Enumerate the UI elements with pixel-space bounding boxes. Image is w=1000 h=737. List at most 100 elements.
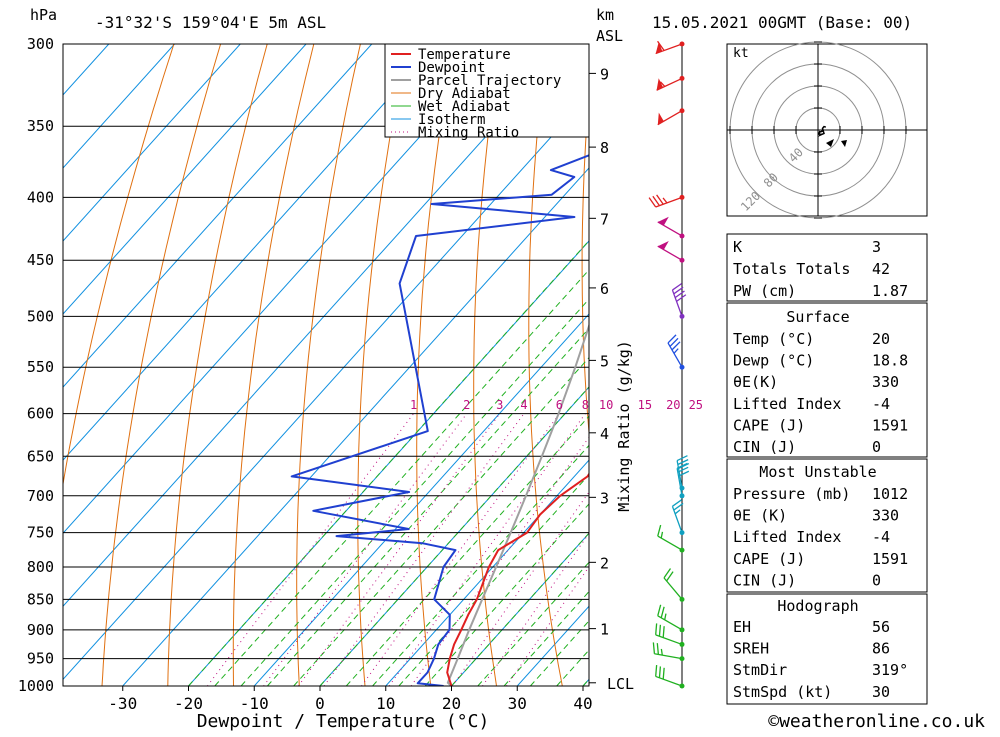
km-tick-label: LCL: [607, 675, 634, 693]
pressure-tick-label: 500: [27, 307, 54, 325]
wind-profile: [649, 41, 689, 688]
mixing-ratio-line: [264, 414, 467, 686]
wind-barb-flag: [661, 607, 664, 618]
wind-barb: [656, 41, 685, 53]
wind-barb-staff: [658, 246, 682, 260]
pressure-axis: 3003504004505005506006507007508008509009…: [18, 35, 54, 695]
temperature-tick-label: 40: [573, 694, 592, 713]
index-value: 1591: [872, 550, 908, 568]
pressure-tick-label: 350: [27, 117, 54, 135]
wind-barb-flag: [659, 666, 660, 677]
km-unit-label: km: [596, 6, 614, 24]
index-value: 42: [872, 260, 890, 278]
pressure-tick-label: 1000: [18, 677, 54, 695]
wind-barb-staff: [658, 536, 682, 550]
location-title: -31°32'S 159°04'E 5m ASL: [95, 13, 326, 32]
index-value: 3: [872, 238, 881, 256]
index-section-title: Surface: [786, 308, 849, 326]
wind-barb: [657, 76, 685, 90]
wind-barb: [658, 108, 685, 125]
index-label: EH: [733, 618, 751, 636]
mixing-ratio-label: 15: [638, 398, 652, 412]
index-label: StmDir: [733, 661, 787, 679]
mixing-ratio-label: 2: [463, 398, 470, 412]
mixing-ratio-line: [324, 414, 524, 686]
index-value: 0: [872, 438, 881, 456]
pressure-tick-label: 700: [27, 487, 54, 505]
mixing-ratio-line: [362, 414, 560, 686]
wind-barb-staff: [672, 506, 682, 532]
index-section-title: Hodograph: [777, 597, 858, 615]
wind-barb: [658, 605, 685, 633]
dry-adiabat-line: [920, 44, 1000, 686]
wind-barb-flag: [657, 643, 658, 654]
pressure-tick-label: 550: [27, 358, 54, 376]
index-value: 56: [872, 618, 890, 636]
wind-barb: [672, 283, 685, 318]
wind-barb-flag: [656, 665, 657, 676]
wind-barb-half-flag: [663, 198, 667, 203]
hodograph-unit: kt: [733, 46, 749, 61]
mixing-ratio-line: [507, 414, 696, 686]
dry-adiabat-line: [233, 44, 313, 686]
wind-barb-half-flag: [661, 532, 662, 538]
wind-barb-flag: [663, 668, 664, 679]
wind-barb-staff: [664, 578, 682, 599]
pressure-tick-label: 400: [27, 188, 54, 206]
mixing-ratio-label: 8: [582, 398, 589, 412]
mixing-ratio-label: 3: [496, 398, 503, 412]
index-label: CIN (J): [733, 438, 796, 456]
km-tick-label: 6: [600, 280, 609, 298]
index-value: 330: [872, 373, 899, 391]
isotherm-line: [123, 44, 701, 686]
index-section-title: Most Unstable: [759, 463, 876, 481]
index-label: Temp (°C): [733, 330, 814, 348]
pressure-tick-label: 300: [27, 35, 54, 53]
pressure-tick-label: 750: [27, 524, 54, 542]
mixing-ratio-line: [298, 414, 499, 686]
legend-label: Mixing Ratio: [418, 125, 519, 141]
wind-barb: [664, 569, 684, 602]
temperature-tick-label: 30: [508, 694, 527, 713]
datetime-title: 15.05.2021 00GMT (Base: 00): [652, 13, 912, 32]
pressure-tick-label: 650: [27, 447, 54, 465]
wind-barb-staff: [656, 635, 682, 645]
credit-footer: ©weatheronline.co.uk: [768, 711, 985, 732]
wind-barb-flag: [658, 605, 661, 616]
index-value: 0: [872, 571, 881, 589]
mixing-ratio-label: 4: [520, 398, 527, 412]
pressure-tick-label: 950: [27, 650, 54, 668]
wind-barb-pennant: [658, 113, 664, 125]
index-value: 1012: [872, 485, 908, 503]
wind-barb-half-flag: [665, 614, 666, 620]
index-value: 1.87: [872, 282, 908, 300]
pressure-tick-label: 900: [27, 621, 54, 639]
mixing-ratio-label: 25: [689, 398, 703, 412]
x-axis-label: Dewpoint / Temperature (°C): [197, 711, 490, 732]
index-label: Lifted Index: [733, 528, 841, 546]
dry-adiabat-line: [358, 44, 407, 686]
index-value: -4: [872, 528, 890, 546]
wind-barb-pennant: [658, 217, 669, 226]
isotherm-line: [0, 44, 109, 686]
km-tick-label: 3: [600, 489, 609, 507]
hpa-unit-label: hPa: [30, 6, 57, 24]
isotherm-line: [0, 44, 372, 686]
mixing-ratio-axis-label: Mixing Ratio (g/kg): [615, 340, 633, 512]
km-tick-label: 5: [600, 352, 609, 370]
index-label: CAPE (J): [733, 416, 805, 434]
wind-barb-flag: [663, 626, 664, 637]
index-value: 319°: [872, 661, 908, 679]
mixing-ratio-label: 20: [666, 398, 680, 412]
index-label: Totals Totals: [733, 260, 850, 278]
mixing-ratio-label: 10: [599, 398, 613, 412]
dry-adiabat-line: [102, 44, 221, 686]
index-label: K: [733, 238, 742, 256]
dry-adiabat-line: [529, 44, 563, 686]
pressure-tick-label: 800: [27, 558, 54, 576]
